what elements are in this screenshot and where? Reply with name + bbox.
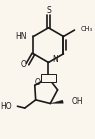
FancyBboxPatch shape <box>41 74 56 82</box>
Text: N: N <box>52 55 58 64</box>
Text: S: S <box>46 6 51 15</box>
Text: Abs: Abs <box>43 75 53 80</box>
Text: O: O <box>35 78 40 87</box>
Polygon shape <box>50 100 63 104</box>
Text: CH₃: CH₃ <box>81 26 93 32</box>
Text: OH: OH <box>71 97 83 106</box>
Text: HO: HO <box>0 102 12 111</box>
Text: HN: HN <box>16 32 27 41</box>
Text: O: O <box>21 59 27 69</box>
